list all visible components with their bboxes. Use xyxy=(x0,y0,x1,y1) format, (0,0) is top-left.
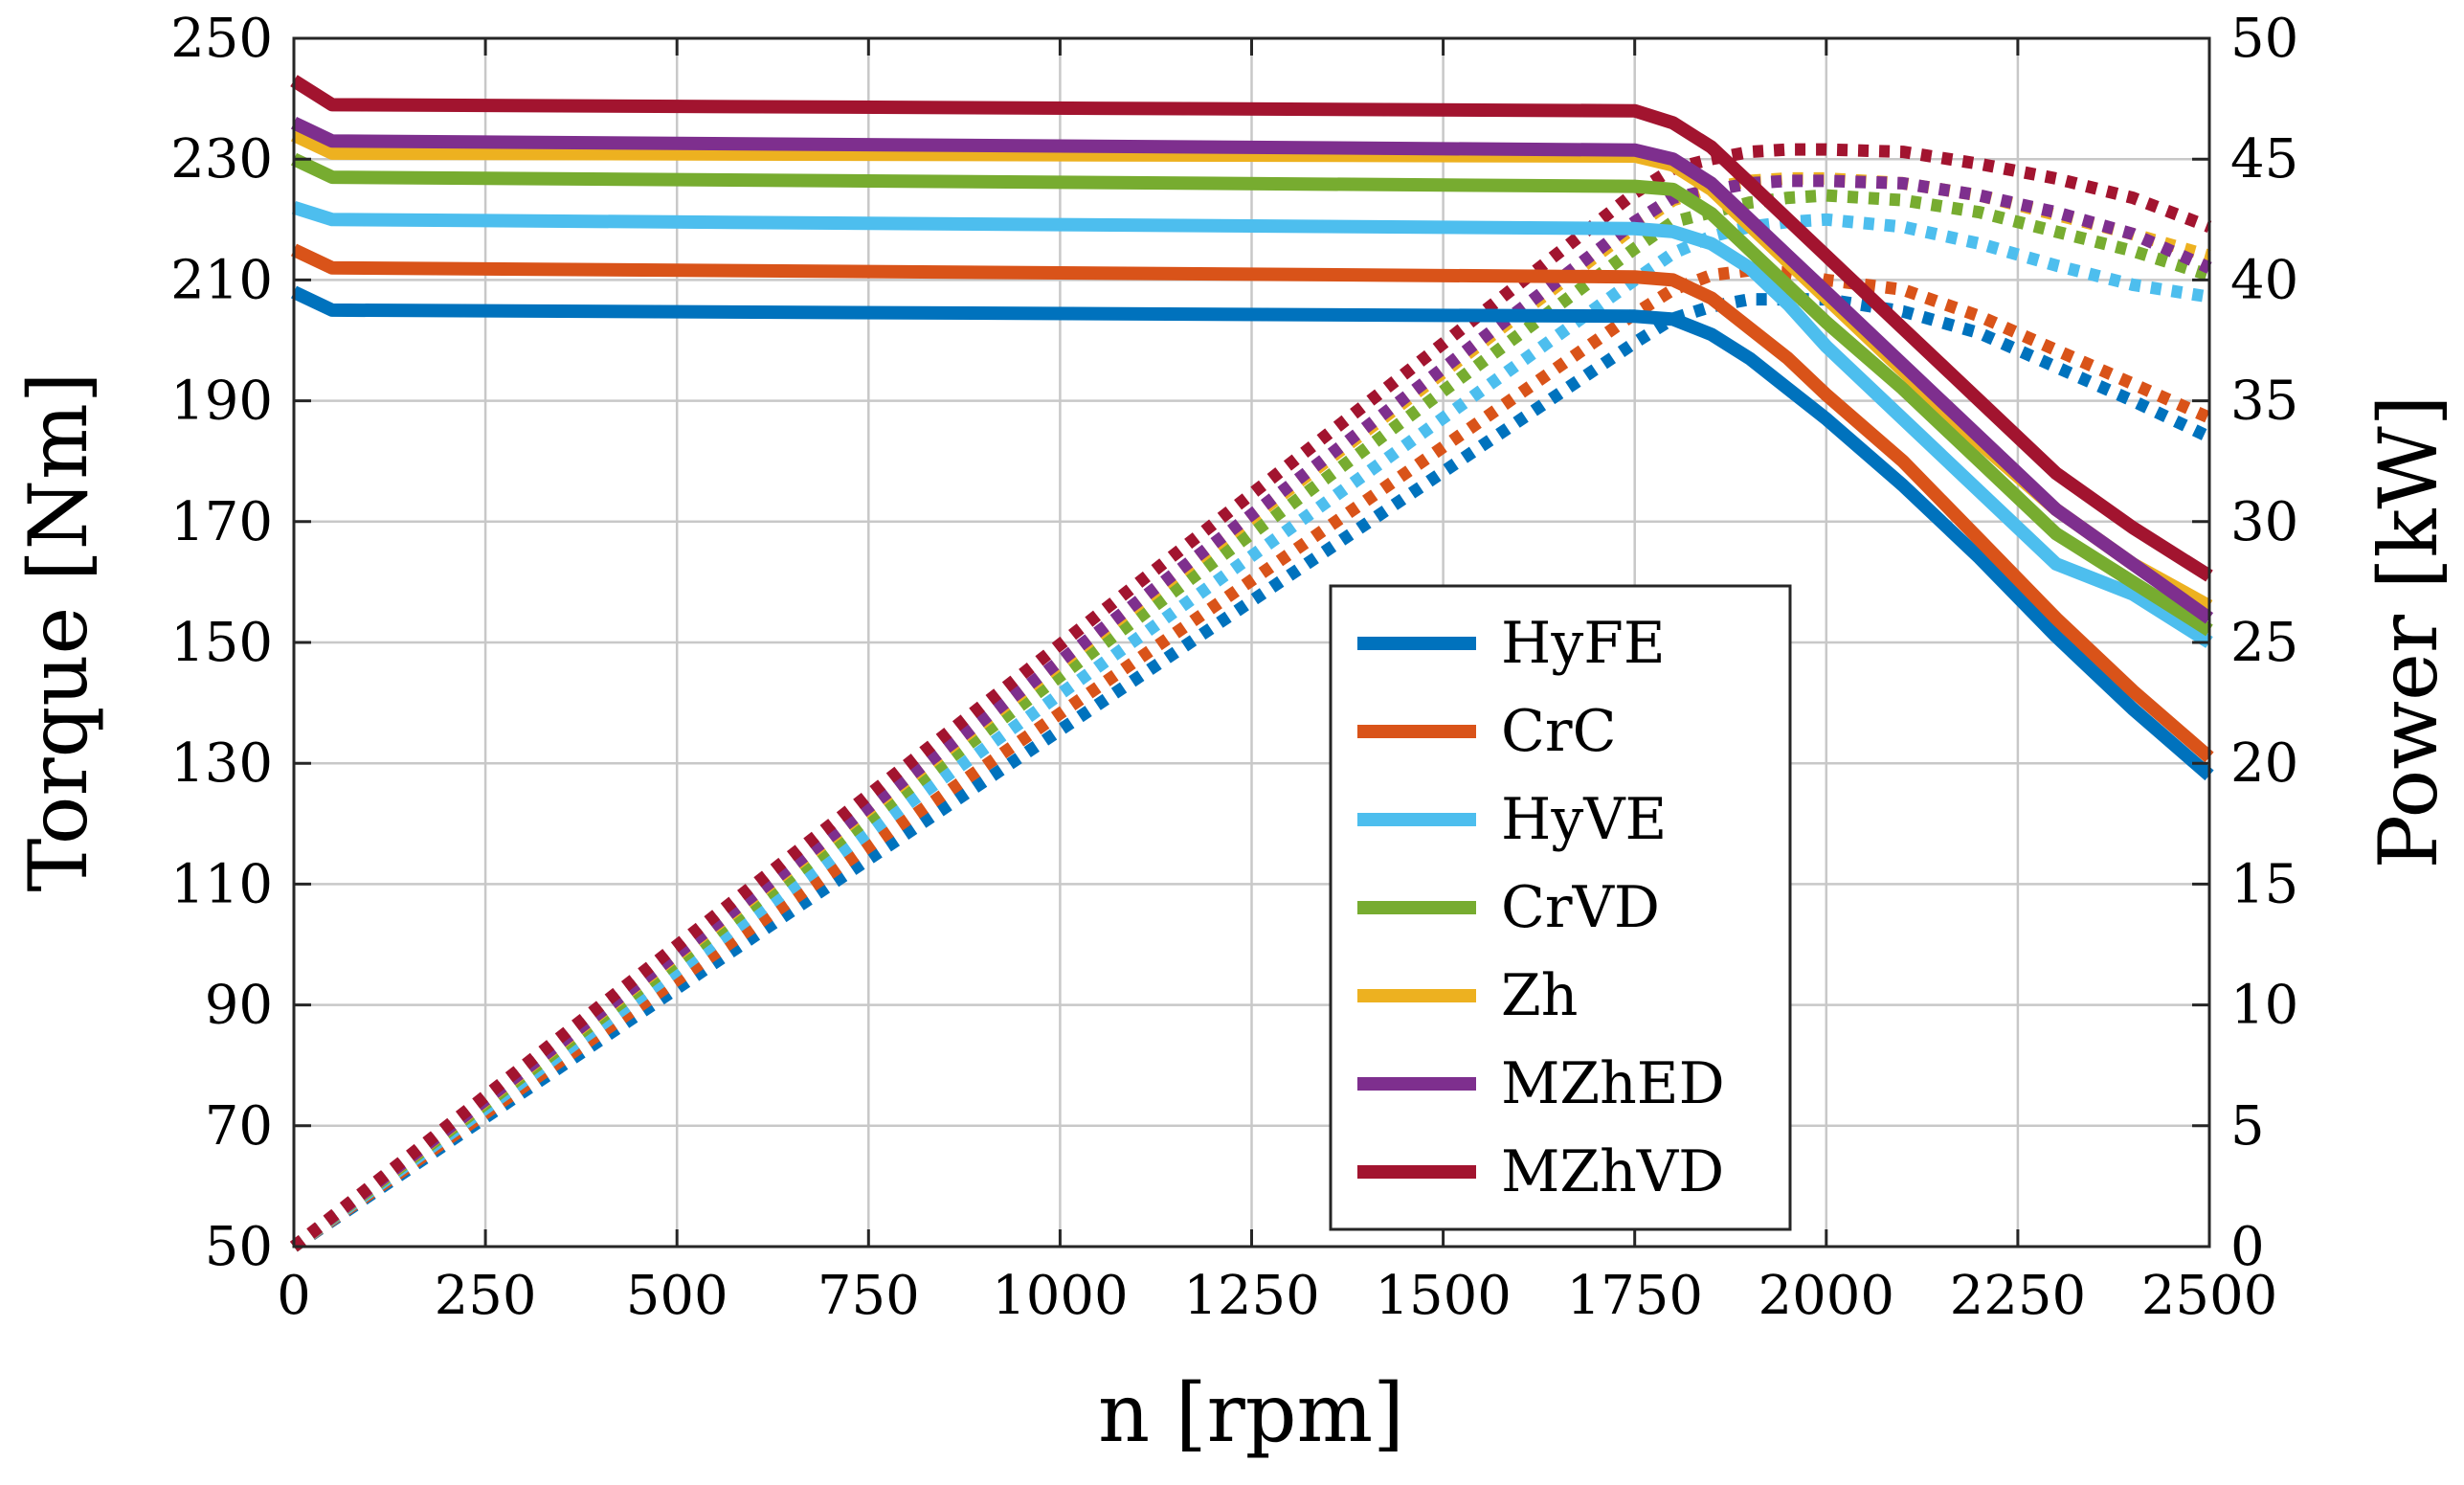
y-left-tick-label: 230 xyxy=(170,128,273,191)
y-left-tick-label: 150 xyxy=(170,612,273,674)
y-right-tick-label: 0 xyxy=(2230,1216,2265,1278)
y-right-tick-label: 20 xyxy=(2230,732,2298,795)
x-axis-title: n [rpm] xyxy=(1098,1366,1404,1460)
y-left-tick-label: 130 xyxy=(170,732,273,795)
y-right-tick-label: 10 xyxy=(2230,975,2298,1037)
axis-ticks xyxy=(292,36,2211,1249)
y-left-tick-label: 90 xyxy=(205,975,273,1037)
legend-label-crvd: CrVD xyxy=(1501,874,1660,941)
x-tick-label: 1500 xyxy=(1375,1265,1512,1327)
y-left-tick-label: 110 xyxy=(170,853,273,915)
legend: HyFE CrC HyVE CrVD Zh MZhED MZhVD xyxy=(1329,584,1792,1231)
y-right-tick-label: 5 xyxy=(2230,1095,2265,1158)
y-left-tick-label: 210 xyxy=(170,249,273,311)
y-axis-right-title: Power [kW] xyxy=(2362,395,2455,869)
y-axis-left-title: Torque [Nm] xyxy=(11,371,105,891)
y-right-tick-label: 40 xyxy=(2230,249,2298,311)
y-right-tick-label: 30 xyxy=(2230,491,2298,553)
torque-line-hyve xyxy=(291,201,2213,648)
y-left-tick-label: 250 xyxy=(170,8,273,70)
legend-label-hyfe: HyFE xyxy=(1501,610,1666,677)
y-left-tick-label: 170 xyxy=(170,491,273,553)
y-right-tick-label: 15 xyxy=(2230,853,2298,915)
y-left-tick-label: 190 xyxy=(170,371,273,433)
y-right-tick-label: 45 xyxy=(2230,128,2298,191)
torque-line-crvd xyxy=(291,152,2213,637)
legend-label-mzhvd: MZhVD xyxy=(1501,1138,1724,1205)
x-tick-label: 1750 xyxy=(1566,1265,1703,1327)
x-tick-label: 2000 xyxy=(1758,1265,1895,1327)
legend-label-crc: CrC xyxy=(1501,698,1617,765)
x-tick-label: 500 xyxy=(626,1265,728,1327)
y-right-tick-label: 50 xyxy=(2230,8,2298,70)
torque-line-mzhed xyxy=(290,116,2214,624)
torque-line-crc xyxy=(291,243,2214,763)
x-tick-label: 0 xyxy=(277,1265,311,1327)
legend-label-zh: Zh xyxy=(1501,962,1578,1029)
x-tick-label: 750 xyxy=(818,1265,920,1327)
legend-label-hyve: HyVE xyxy=(1501,786,1667,853)
x-tick-label: 250 xyxy=(435,1265,537,1327)
x-tick-label: 2500 xyxy=(2141,1265,2278,1327)
series-layer xyxy=(289,75,2214,1252)
legend-label-mzhed: MZhED xyxy=(1501,1050,1725,1117)
tick-labels: 0 250 500 750 1000 1250 1500 1750 2000 2250 250050… xyxy=(170,8,2298,1327)
y-left-tick-label: 70 xyxy=(205,1095,273,1158)
y-left-tick-label: 50 xyxy=(205,1216,273,1278)
y-right-tick-label: 25 xyxy=(2230,612,2298,674)
x-tick-label: 1250 xyxy=(1183,1265,1320,1327)
y-right-tick-label: 35 xyxy=(2230,371,2298,433)
torque-line-mzhvd xyxy=(290,75,2213,582)
x-tick-label: 1000 xyxy=(992,1265,1129,1327)
x-tick-label: 2250 xyxy=(1950,1265,2087,1327)
torque-line-hyfe xyxy=(291,285,2214,781)
power-line-crvd xyxy=(290,189,2211,1252)
power-line-crc xyxy=(290,263,2212,1252)
